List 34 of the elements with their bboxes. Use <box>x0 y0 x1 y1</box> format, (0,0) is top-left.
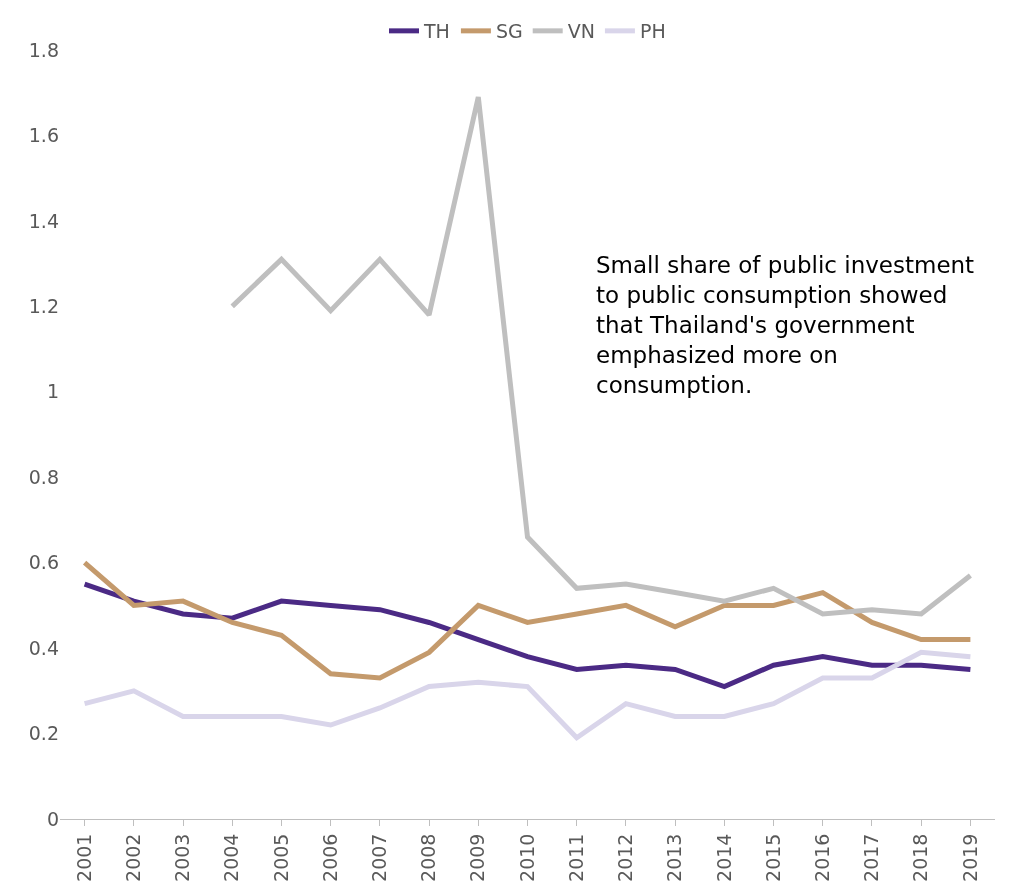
x-tick-label: 2016 <box>810 833 833 882</box>
x-tick-label: 2014 <box>712 833 735 882</box>
x-tick-label: 2001 <box>72 833 95 882</box>
y-tick-label: 1.2 <box>28 294 59 317</box>
x-tick-label: 2010 <box>515 833 538 882</box>
y-tick-label: 0.6 <box>28 551 59 574</box>
x-tick-label: 2005 <box>269 833 292 882</box>
legend-label: TH <box>423 20 450 43</box>
legend-label: PH <box>639 20 666 43</box>
x-tick-label: 2012 <box>614 833 637 882</box>
y-tick-label: 1.4 <box>28 209 59 232</box>
x-tick-label: 2013 <box>663 833 686 882</box>
x-tick-label: 2002 <box>122 833 144 882</box>
y-tick-label: 1 <box>46 380 59 403</box>
legend-label: VN <box>567 20 595 43</box>
y-tick-label: 0.4 <box>28 636 59 659</box>
x-tick-label: 2017 <box>860 833 883 882</box>
x-tick-label: 2007 <box>368 833 391 882</box>
annotation: Small share of public investment to public consumption showed that Thailand's government emphasized more on consumption. <box>596 252 975 398</box>
x-tick-label: 2004 <box>220 833 243 882</box>
y-tick-label: 0.8 <box>28 465 59 488</box>
x-tick-label: 2006 <box>318 833 341 882</box>
y-tick-label: 1.6 <box>28 124 59 147</box>
x-tick-label: 2009 <box>466 833 489 882</box>
y-tick-label: 0 <box>46 807 59 830</box>
x-tick-label: 2003 <box>171 833 194 882</box>
x-tick-label: 2008 <box>417 833 440 882</box>
x-tick-label: 2015 <box>761 833 784 882</box>
y-tick-label: 1.8 <box>28 38 59 61</box>
x-tick-label: 2018 <box>909 833 932 882</box>
y-tick-label: 0.2 <box>28 722 59 745</box>
x-tick-label: 2011 <box>564 833 587 882</box>
x-tick-label: 2019 <box>958 833 981 882</box>
legend-label: SG <box>495 20 523 43</box>
